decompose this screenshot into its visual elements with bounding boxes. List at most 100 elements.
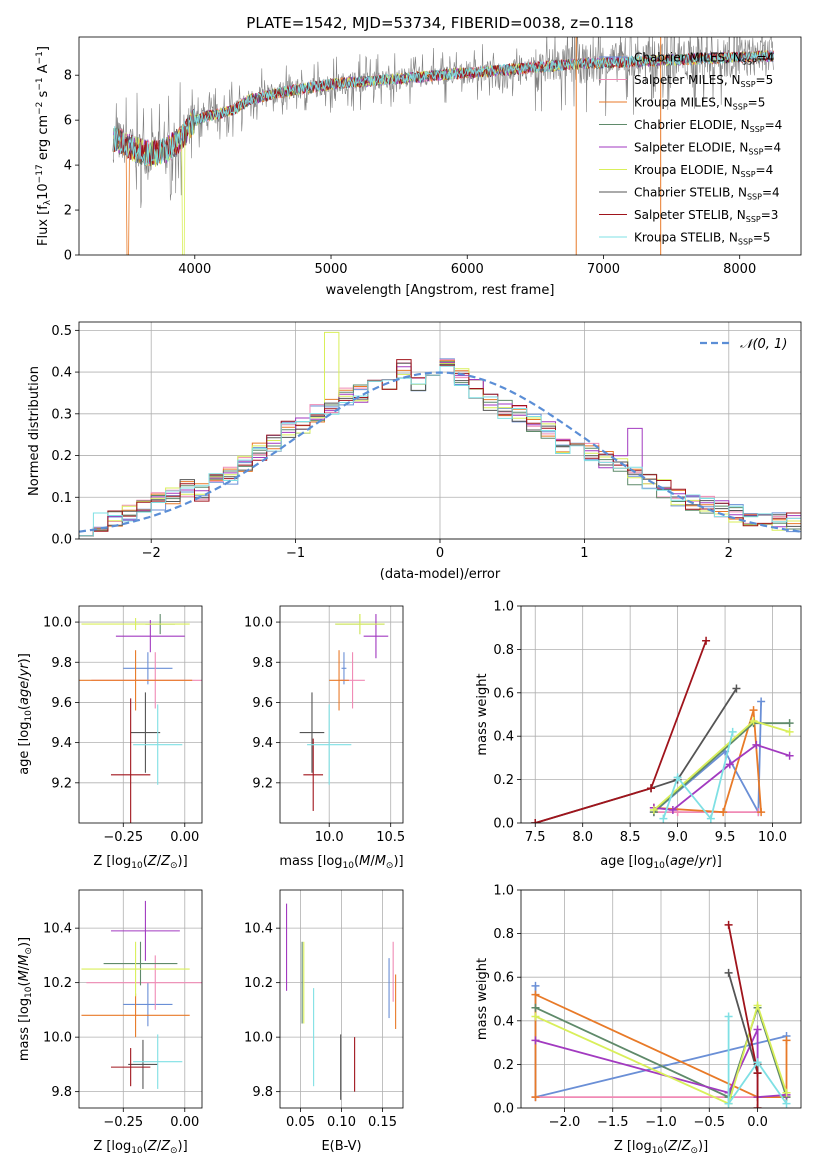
data-point — [782, 1088, 791, 1097]
x-tick-label: 10.0 — [315, 830, 344, 845]
x-tick-label: −0.25 — [103, 830, 143, 845]
y-tick-label: 9.8 — [51, 1085, 72, 1100]
data-point — [702, 636, 711, 645]
x-tick-label: −2 — [142, 546, 161, 561]
y-tick-label: 10.2 — [244, 976, 273, 991]
y-tick-label: 9.2 — [252, 776, 273, 791]
errorbar-kroupa-elodie — [81, 618, 190, 631]
y-tick-label: 0.6 — [493, 971, 514, 986]
series-salpeter-stelib — [531, 636, 711, 823]
data-point — [753, 1058, 762, 1067]
x-tick-label: 0.10 — [327, 1115, 356, 1130]
data-point — [724, 1099, 733, 1108]
axes-frame — [78, 321, 802, 540]
data-point — [531, 981, 540, 990]
x-tick-label: −1.0 — [645, 1115, 677, 1130]
y-tick-label: 6 — [64, 114, 72, 129]
errorbar-kroupa-stelib — [133, 1034, 183, 1089]
data-point — [724, 1012, 733, 1021]
observed-spectrum-line — [112, 37, 774, 209]
errorbar-kroupa-elodie — [335, 614, 385, 635]
figure-title: PLATE=1542, MJD=53734, FIBERID=0038, z=0… — [246, 14, 633, 32]
x-tick-label: 0.0 — [747, 1115, 768, 1130]
axes-frame — [279, 889, 404, 1109]
age_vs_mass-panel: 10.0 10.5 9.2 9.4 9.6 9.8 10.0 mass [log10(M/M⊙… — [244, 605, 405, 871]
data-point — [757, 808, 766, 817]
data-point — [673, 773, 682, 782]
errorbar-salpeter-elodie — [363, 614, 389, 659]
x-tick-label: −2.0 — [549, 1115, 581, 1130]
errorbar-kroupa-stelib — [307, 704, 352, 785]
series-line — [653, 719, 790, 811]
y-tick-label: 0.3 — [51, 407, 72, 422]
y-tick-label: 8 — [64, 69, 72, 84]
data-point — [659, 814, 668, 823]
y-tick-label: 0.0 — [51, 533, 72, 548]
y-axis-label: mass [log10(M/M⊙)] — [17, 937, 34, 1061]
series-line — [535, 1002, 788, 1105]
y-tick-label: 10.4 — [244, 922, 273, 937]
y-tick-label: 0.5 — [51, 324, 72, 339]
errorbar-salpeter-miles — [86, 955, 202, 1010]
errorbar-kroupa-miles — [79, 650, 193, 711]
legend-label: Chabrier ELODIE, NSSP=4 — [634, 118, 782, 134]
mass_vs_ebv-plot-area — [286, 903, 397, 1100]
data-point — [531, 1093, 540, 1102]
x-axis-label: E(B-V) — [321, 1139, 361, 1154]
axes-frame — [279, 605, 404, 824]
data-point — [725, 760, 734, 769]
errorbar-salpeter-stelib — [110, 698, 151, 823]
y-tick-label: 9.2 — [51, 776, 72, 791]
data-point — [785, 751, 794, 760]
data-point — [724, 968, 733, 977]
series-kroupa-stelib — [724, 1012, 791, 1108]
legend-label: Salpeter ELODIE, NSSP=4 — [634, 141, 781, 157]
y-tick-label: 9.8 — [252, 1085, 273, 1100]
y-tick-label: 10.2 — [43, 976, 72, 991]
x-axis-label: Z [log10(Z/Z⊙)] — [93, 854, 187, 871]
x-axis-label: mass [log10(M/M⊙)] — [279, 854, 403, 871]
residual_histogram-panel: −2 −1 0 1 2 0.0 0.1 0.2 0.3 0.4 0.5 (data-model)/er… — [27, 321, 802, 582]
errorbar-chabrier-miles — [123, 652, 173, 685]
series-kroupa-elodie — [649, 717, 794, 814]
y-tick-label: 9.6 — [252, 696, 273, 711]
series-salpeter-stelib — [724, 920, 762, 1108]
x-tick-label: 7000 — [587, 262, 620, 277]
data-point — [728, 727, 737, 736]
errorbar-salpeter-stelib — [110, 1048, 151, 1087]
data-point — [531, 819, 540, 823]
axes-frame — [520, 889, 802, 1109]
y-axis-label: Flux [fλ10−17 erg cm−2 s−1 A−1] — [35, 46, 53, 246]
normal-curve-line — [79, 371, 801, 533]
x-tick-label: −0.25 — [103, 1115, 143, 1130]
data-point — [531, 1012, 540, 1021]
data-point — [753, 1025, 762, 1034]
errorbar-chabrier-stelib — [128, 1039, 158, 1089]
age_vs_Z-panel: −0.25 0.00 9.2 9.4 9.6 9.8 10.0 Z [log10(Z/Z⊙)]… — [17, 605, 203, 871]
x-axis-label: Z [log10(Z/Z⊙)] — [93, 1139, 187, 1156]
x-tick-label: 7.5 — [525, 830, 546, 845]
legend-label: Salpeter STELIB, NSSP=3 — [634, 208, 778, 224]
x-tick-label: 1 — [580, 546, 588, 561]
y-tick-label: 0.4 — [493, 730, 514, 745]
errorbar-salpeter-elodie — [110, 900, 180, 961]
errorbar-chabrier-miles — [341, 652, 347, 685]
age_vs_Z-plot-area — [79, 614, 202, 823]
legend-label: Kroupa ELODIE, NSSP=4 — [634, 163, 773, 179]
series-line — [727, 924, 759, 1108]
x-tick-label: 2 — [725, 546, 733, 561]
data-point — [649, 805, 658, 814]
y-tick-label: 0.0 — [493, 817, 514, 832]
weight_vs_Z-plot-area — [531, 920, 791, 1108]
series-chabrier-stelib — [531, 684, 741, 823]
x-tick-label: 6000 — [451, 262, 484, 277]
legend-label: Kroupa STELIB, NSSP=5 — [634, 231, 771, 247]
y-tick-label: 9.6 — [51, 696, 72, 711]
y-tick-label: 4 — [64, 159, 72, 174]
y-tick-label: 10.0 — [244, 616, 273, 631]
x-tick-label: 0.00 — [170, 1115, 199, 1130]
x-axis-label: wavelength [Angstrom, rest frame] — [326, 283, 555, 298]
x-tick-label: 9.5 — [715, 830, 736, 845]
data-point — [732, 684, 741, 693]
